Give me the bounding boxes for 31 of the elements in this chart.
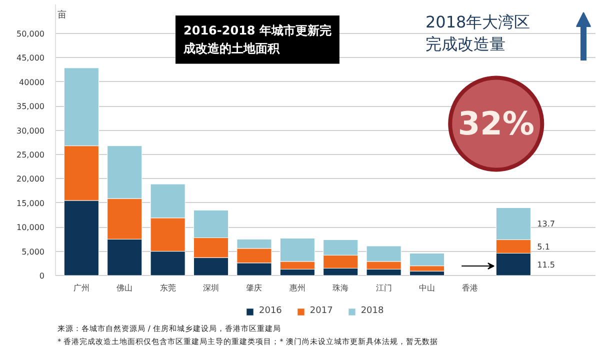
- y-tick-label: 50,000: [16, 30, 45, 39]
- y-tick-label: 40000: [19, 78, 45, 87]
- x-tick-label: 中山: [419, 284, 436, 292]
- annotation: 32%: [458, 104, 534, 143]
- y-axis-title: 亩: [58, 10, 66, 20]
- y-tick-label: 15,000: [16, 198, 45, 208]
- text: 2016-2018 年城市更新完成改造的土地面积: [182, 24, 332, 56]
- y-tick-label: 35,000: [16, 102, 45, 112]
- y-tick-label: 25,000: [16, 150, 45, 160]
- x-tick-label: 肇庆: [246, 284, 262, 292]
- y-tick-label: 5,000: [22, 247, 45, 256]
- x-tick-label: 江门: [376, 284, 392, 292]
- y-tick-label: 0: [39, 272, 45, 280]
- text: 11.5: [537, 260, 555, 270]
- legend-label: 2016: [259, 306, 282, 316]
- x-tick-label: 深圳: [203, 284, 220, 292]
- x-tick-label: 珠海: [332, 284, 349, 292]
- y-tick-label: 20,000: [16, 174, 45, 184]
- x-tick-label: 惠州: [288, 284, 306, 292]
- legend-label: 2018: [360, 306, 384, 316]
- y-tick-label: 45,000: [16, 54, 45, 63]
- x-tick-label: 广州: [73, 284, 90, 292]
- text: 2018年大湾区完成改造量: [426, 12, 530, 54]
- y-tick-label: 10,000: [16, 223, 45, 232]
- x-tick-label: 东莞: [160, 284, 176, 292]
- text: 5.1: [537, 242, 550, 252]
- x-tick-label: 香港: [462, 284, 478, 292]
- legend-label: 2017: [310, 306, 333, 316]
- text: 13.7: [537, 220, 555, 229]
- x-tick-label: 佛山: [116, 284, 133, 292]
- y-tick-label: 30,000: [16, 126, 45, 136]
